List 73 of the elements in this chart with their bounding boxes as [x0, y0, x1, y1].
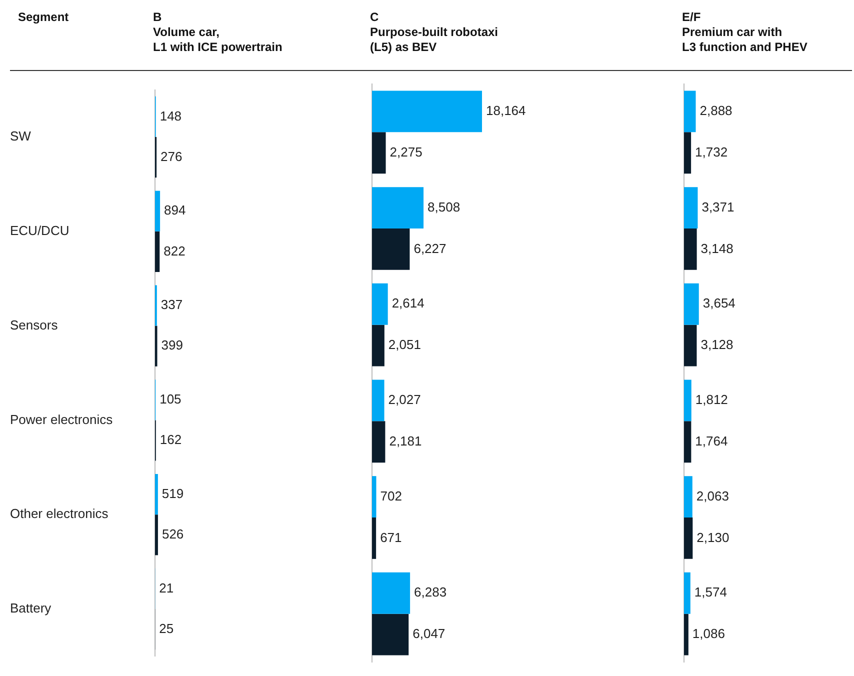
bar — [372, 572, 410, 614]
data-label: 2,888 — [700, 103, 732, 118]
chart-title: E/F — [682, 10, 701, 24]
data-label: 1,086 — [692, 626, 725, 642]
bar — [684, 132, 692, 174]
bar — [684, 572, 690, 614]
bar — [684, 380, 692, 422]
data-label: 399 — [161, 338, 183, 353]
y-tick-label: SW — [10, 128, 32, 144]
bar — [372, 132, 386, 174]
bar — [684, 90, 696, 132]
bar — [372, 283, 388, 325]
data-label: 3,371 — [702, 199, 734, 214]
data-label: 25 — [159, 620, 174, 636]
y-tick-label: Power electronics — [10, 412, 114, 427]
data-label: 1,764 — [695, 433, 728, 448]
bar — [684, 476, 692, 518]
chart-title: C — [370, 10, 379, 24]
data-label: 2,275 — [390, 144, 422, 160]
bar — [684, 518, 693, 559]
data-label: 2,027 — [388, 392, 421, 408]
y-tick-label: Sensors — [10, 317, 58, 332]
data-label: 2,051 — [388, 337, 421, 352]
chart-title: B — [153, 10, 162, 24]
bar — [372, 228, 410, 270]
bar — [684, 187, 698, 228]
text: Volume car, L1 with ICE powertrain — [153, 25, 282, 54]
data-label: 2,614 — [392, 296, 424, 311]
data-label: 2,181 — [389, 433, 422, 448]
bar — [684, 614, 688, 656]
y-tick-label: Other electronics — [10, 506, 109, 522]
data-label: 1,574 — [694, 584, 727, 600]
data-label: 162 — [160, 432, 182, 448]
data-label: 3,654 — [702, 296, 736, 311]
bar — [684, 421, 692, 463]
bar — [372, 518, 376, 559]
data-label: 21 — [159, 580, 174, 596]
data-label: 1,812 — [695, 392, 728, 408]
data-label: 8,508 — [428, 199, 460, 214]
bar — [372, 324, 384, 366]
data-label: 822 — [164, 243, 186, 258]
bar — [372, 476, 376, 518]
data-label: 894 — [164, 202, 186, 218]
bar — [684, 228, 697, 270]
data-label: 337 — [160, 297, 183, 312]
bar — [372, 614, 409, 656]
data-label: 519 — [162, 486, 184, 501]
y-tick-label: ECU/DCU — [10, 222, 70, 238]
y-tick-label: Battery — [10, 600, 52, 616]
text: Premium car with L3 function and PHEV — [682, 25, 808, 54]
data-label: 18,164 — [486, 103, 526, 118]
chart-subtitle: Purpose-built robotaxi (L5) as BEV — [370, 25, 498, 54]
bar — [684, 283, 699, 325]
data-label: 2,063 — [696, 488, 729, 504]
data-label: 6,283 — [414, 584, 447, 600]
data-label: 6,047 — [412, 626, 446, 642]
bar — [372, 380, 384, 422]
data-label: 702 — [380, 488, 402, 504]
bar — [372, 421, 386, 463]
bar — [684, 324, 697, 366]
bar — [372, 187, 424, 228]
data-label: 148 — [160, 108, 182, 124]
data-label: 3,128 — [700, 337, 734, 352]
data-label: 2,130 — [696, 530, 730, 545]
data-label: 6,227 — [414, 240, 446, 256]
data-label: 3,148 — [700, 240, 734, 256]
data-label: 671 — [380, 530, 402, 545]
data-label: 1,732 — [695, 144, 728, 160]
data-label: 276 — [160, 148, 182, 164]
data-label: 105 — [160, 391, 182, 406]
data-label: 526 — [162, 526, 184, 542]
bar — [372, 90, 482, 132]
y-axis-title: Segment — [18, 9, 69, 26]
